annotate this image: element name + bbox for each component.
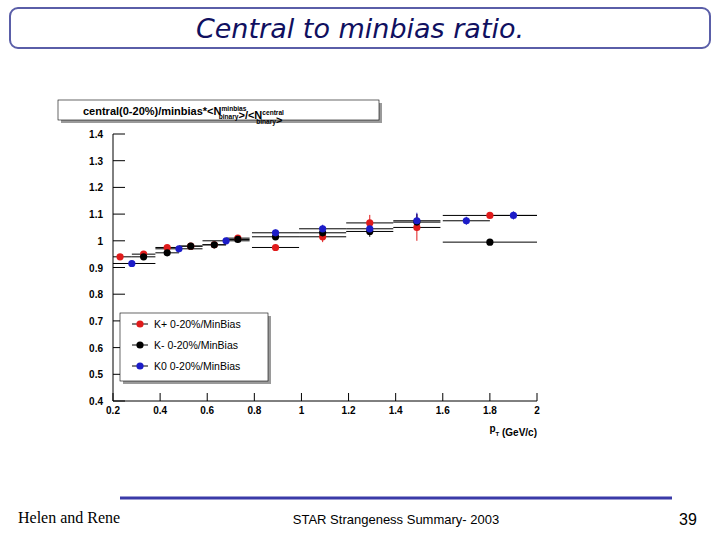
y-tick — [113, 267, 125, 268]
x-tick — [160, 393, 161, 401]
x-tick-label: 1.6 — [436, 405, 450, 416]
footer-author: Helen and Rene — [18, 509, 120, 526]
x-tick — [537, 393, 538, 401]
x-tick — [254, 393, 255, 401]
legend — [120, 313, 268, 381]
legend-label: K- 0-20%/MinBias — [154, 339, 238, 351]
x-tick — [348, 393, 349, 401]
slide: Central to minbias ratio. central(0-20%)/… — [0, 0, 720, 540]
y-tick — [113, 294, 125, 295]
point — [366, 225, 373, 232]
point — [187, 243, 194, 250]
point — [486, 239, 493, 246]
y-tick-label: 1.1 — [89, 209, 103, 220]
y-tick — [113, 160, 125, 161]
y-tick-label: 0.9 — [89, 263, 103, 274]
x-tick-label: 0.4 — [153, 405, 167, 416]
point — [272, 229, 279, 236]
point — [272, 244, 279, 251]
slide-title: Central to minbias ratio. — [196, 13, 524, 44]
y-tick — [113, 401, 125, 402]
y-tick-label: 1.2 — [89, 182, 103, 193]
y-tick-label: 0.4 — [89, 396, 103, 407]
y-tick — [113, 214, 125, 215]
x-tick-label: 1 — [299, 405, 305, 416]
legend-label: K0 0-20%/MinBias — [154, 360, 240, 372]
y-tick-label: 0.8 — [89, 289, 103, 300]
x-tick-label: 0.6 — [200, 405, 214, 416]
chart-title: central(0-20%)/minbias*<Nminbiasbinary>/… — [83, 105, 284, 126]
point — [187, 243, 194, 250]
point — [319, 225, 326, 232]
y-tick — [113, 134, 125, 135]
x-tick — [442, 393, 443, 401]
point — [116, 253, 123, 260]
legend-marker — [136, 320, 143, 327]
y-tick-label: 0.6 — [89, 343, 103, 354]
y-tick-label: 1 — [97, 236, 103, 247]
point — [222, 237, 229, 244]
point — [175, 245, 182, 252]
point — [463, 217, 470, 224]
point — [413, 217, 420, 224]
x-axis — [113, 401, 537, 402]
legend-marker — [136, 341, 143, 348]
chart-title-part: central(0-20%)/minbias*<N — [83, 105, 222, 117]
x-tick — [395, 393, 396, 401]
plot-area — [113, 211, 537, 267]
legend-marker — [136, 362, 143, 369]
point — [486, 212, 493, 219]
x-tick — [301, 393, 302, 401]
x-label-part: (GeV/c) — [499, 427, 537, 438]
x-tick — [489, 393, 490, 401]
point — [211, 241, 218, 248]
chart-title-sub: binary — [219, 113, 239, 121]
legend-label: K+ 0-20%/MinBias — [154, 318, 241, 330]
point — [510, 212, 517, 219]
footer-rule — [120, 497, 672, 500]
x-tick-label: 1.8 — [483, 405, 497, 416]
x-tick-label: 1.4 — [389, 405, 403, 416]
x-tick — [207, 393, 208, 401]
point — [164, 249, 171, 256]
y-tick-label: 0.7 — [89, 316, 103, 327]
y-tick-label: 0.5 — [89, 369, 103, 380]
point — [140, 253, 147, 260]
footer-page: 39 — [679, 511, 697, 528]
x-tick-label: 1.2 — [342, 405, 356, 416]
point — [128, 260, 135, 267]
x-tick-label: 0.8 — [247, 405, 261, 416]
x-tick-label: 2 — [534, 405, 540, 416]
footer-event: STAR Strangeness Summary- 2003 — [293, 512, 499, 527]
x-label: pT (GeV/c) — [489, 423, 537, 438]
y-tick-label: 1.4 — [89, 129, 103, 140]
point — [211, 241, 218, 248]
y-tick — [113, 187, 125, 188]
x-tick-label: 0.2 — [106, 405, 120, 416]
x-tick — [113, 393, 114, 401]
point — [234, 236, 241, 243]
title-box — [10, 8, 710, 48]
y-tick — [113, 240, 125, 241]
chart-title-sub: binary — [256, 118, 276, 126]
y-tick-label: 1.3 — [89, 156, 103, 167]
chart-title-part: > — [276, 114, 282, 126]
